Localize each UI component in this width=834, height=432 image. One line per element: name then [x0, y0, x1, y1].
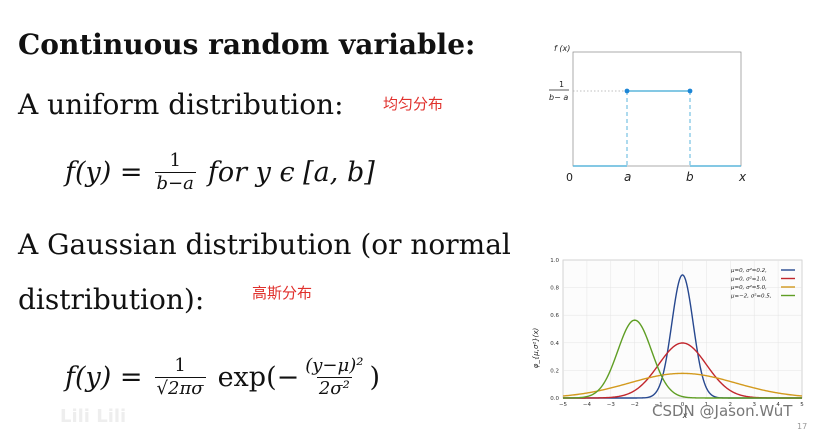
gaussian-x-tick-label: 0	[681, 402, 685, 408]
gaussian-exp-close: )	[369, 362, 380, 393]
uniform-formula-rhs: for y ϵ [a, b]	[207, 157, 375, 188]
gaussian-chart-grid	[562, 259, 803, 399]
bilibili-logo: Lili Lili	[60, 406, 127, 427]
gaussian-exponent-denominator: 2σ²	[316, 377, 352, 399]
gaussian-legend-label-3: μ=−2, σ²=0.5,	[730, 293, 772, 300]
slide-heading: Continuous random variable:	[18, 28, 476, 61]
gaussian-y-tick-label: 0.4	[550, 341, 559, 347]
gaussian-y-tick-label: 0.6	[550, 313, 559, 319]
gaussian-x-tick-label: −2	[631, 402, 639, 408]
gaussian-series-3	[563, 319, 802, 399]
uniform-tick-0: 0	[566, 171, 573, 184]
gaussian-fraction-numerator: 1	[174, 355, 186, 376]
uniform-formula: f(y) = 1 b−a for y ϵ [a, b]	[65, 150, 375, 195]
uniform-tick-b: b	[686, 170, 694, 184]
csdn-watermark: CSDN @Jason.WuT	[652, 402, 793, 420]
uniform-a-point	[624, 88, 630, 94]
gaussian-distribution-line-2: distribution):	[18, 283, 205, 316]
uniform-tick-x: x	[738, 170, 747, 184]
gaussian-x-tick-label: 5	[800, 402, 804, 408]
uniform-b-point	[687, 88, 693, 94]
uniform-chinese-note: 均匀分布	[383, 95, 444, 113]
gaussian-chart: −5 −4 −3 −2 −1 0 1 2 3 4 5 0.0 0.2 0.4 0.6 0.8 1.0 μ=0, …	[532, 258, 804, 420]
gaussian-x-axis-label: x	[682, 411, 688, 420]
uniform-distribution-line: A uniform distribution:	[18, 88, 344, 121]
uniform-formula-fraction: 1 b−a	[154, 150, 196, 195]
uniform-density-label-numerator: 1	[559, 80, 564, 89]
gaussian-y-axis-label: φ_{μ,σ²}(x)	[532, 327, 540, 368]
uniform-figure-frame	[572, 51, 742, 167]
gaussian-x-tick-label: 1	[705, 402, 709, 408]
gaussian-y-tick-label: 0.0	[550, 396, 559, 402]
gaussian-exponent-fraction: (y−μ)² 2σ²	[303, 355, 365, 400]
gaussian-x-tick-label: −3	[607, 402, 616, 408]
uniform-y-axis-label: f (x)	[554, 44, 570, 53]
uniform-formula-lhs: f(y) =	[65, 157, 143, 188]
gaussian-x-tick-label: −5	[559, 402, 568, 408]
uniform-fraction-numerator: 1	[169, 150, 181, 171]
gaussian-x-tick-label: 4	[776, 402, 780, 408]
gaussian-distribution-line-1: A Gaussian distribution (or normal	[18, 228, 511, 261]
gaussian-chart-legend: μ=0, σ²=0.2, μ=0, σ²=1.0,μ=0, σ²=5.0, μ=−2…	[730, 267, 795, 300]
gaussian-formula: f(y) = 1 √2πσ exp(− (y−μ)² 2σ² )	[65, 355, 380, 400]
gaussian-fraction-denominator: √2πσ	[154, 377, 206, 399]
gaussian-y-tick-label: 0.8	[550, 286, 559, 292]
gaussian-y-tick-label: 0.2	[550, 368, 559, 374]
uniform-tick-a: a	[624, 170, 631, 184]
gaussian-formula-fraction: 1 √2πσ	[154, 355, 206, 400]
gaussian-formula-lhs: f(y) =	[65, 362, 143, 393]
gaussian-legend-label-1: μ=0, σ²=1.0,	[730, 276, 767, 283]
uniform-fraction-denominator: b−a	[154, 172, 196, 194]
gaussian-legend-label-2: μ=0, σ²=5.0,	[730, 284, 767, 291]
uniform-distribution-figure: f (x) 1 b− a 0 a b x	[549, 44, 747, 184]
gaussian-chart-curves	[562, 274, 803, 399]
gaussian-series-2	[562, 372, 803, 397]
gaussian-x-tick-label: −4	[583, 402, 592, 408]
gaussian-chart-ticks: −5 −4 −3 −2 −1 0 1 2 3 4 5 0.0 0.2 0.4 0.6 0.8 1.0	[550, 258, 804, 408]
gaussian-y-tick-label: 1.0	[550, 258, 559, 264]
gaussian-x-tick-label: 3	[752, 402, 756, 408]
gaussian-exp-open: exp(−	[217, 362, 300, 393]
gaussian-x-tick-label: 2	[729, 402, 733, 408]
gaussian-chinese-note: 高斯分布	[252, 284, 313, 302]
gaussian-x-tick-label: −1	[655, 402, 663, 408]
gaussian-exponent-numerator: (y−μ)²	[305, 355, 364, 376]
gaussian-legend-label-0: μ=0, σ²=0.2,	[730, 267, 767, 274]
uniform-density-label-denominator: b− a	[549, 93, 568, 102]
page-number: 17	[797, 422, 808, 431]
